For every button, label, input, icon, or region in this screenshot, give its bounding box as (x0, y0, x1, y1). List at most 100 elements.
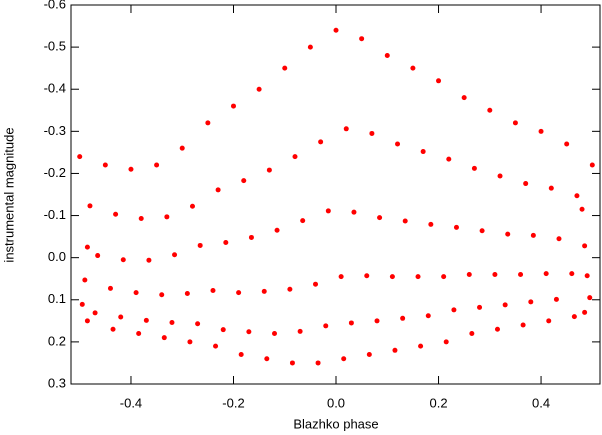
point (169, 320, 175, 326)
point (512, 120, 518, 126)
point (84, 318, 90, 324)
point (307, 44, 313, 50)
point (313, 281, 319, 287)
point (584, 273, 590, 279)
point (113, 211, 119, 217)
point (548, 185, 554, 191)
y-tick-label: 0.0 (48, 249, 66, 264)
point (466, 272, 472, 278)
point (425, 313, 431, 319)
point (443, 339, 449, 345)
y-tick-label: -0.1 (44, 207, 66, 222)
point (256, 86, 262, 92)
point (87, 203, 93, 209)
point (266, 167, 272, 173)
point (410, 65, 416, 71)
point (133, 290, 139, 296)
point (205, 120, 211, 126)
x-tick-label: 0.2 (429, 395, 447, 410)
point (220, 327, 226, 333)
x-axis-label: Blazhko phase (293, 416, 378, 431)
point (538, 128, 544, 134)
point (246, 329, 252, 335)
y-axis-label: instrumental magnitude (1, 127, 16, 262)
point (574, 193, 580, 199)
point (505, 231, 511, 237)
point (587, 295, 593, 301)
point (95, 253, 101, 259)
x-tick-label: 0.0 (327, 395, 345, 410)
point (402, 218, 408, 224)
point (589, 162, 595, 168)
point (571, 314, 577, 320)
point (530, 232, 536, 238)
point (79, 301, 85, 307)
point (154, 162, 160, 168)
point (518, 272, 524, 278)
point (189, 203, 195, 209)
point (377, 215, 383, 221)
point (159, 292, 165, 298)
point (528, 299, 534, 305)
point (184, 290, 190, 296)
point (461, 95, 467, 101)
point (369, 130, 375, 136)
point (359, 36, 365, 42)
point (172, 252, 178, 258)
point (128, 166, 134, 172)
point (195, 321, 201, 327)
point (343, 126, 349, 132)
point (315, 360, 321, 366)
point (487, 107, 493, 113)
point (351, 209, 357, 215)
point (136, 330, 142, 336)
point (107, 285, 113, 291)
point (238, 352, 244, 358)
point (215, 187, 221, 193)
point (502, 302, 508, 308)
y-tick-label: 0.1 (48, 291, 66, 306)
point (546, 318, 552, 324)
point (564, 141, 570, 147)
point (389, 274, 395, 280)
point (333, 27, 339, 33)
x-tick-label: 0.4 (532, 395, 550, 410)
point (161, 335, 167, 341)
point (492, 272, 498, 278)
point (223, 240, 229, 246)
point (300, 218, 306, 224)
point (187, 339, 193, 345)
point (120, 257, 126, 263)
point (110, 326, 116, 332)
y-tick-label: -0.2 (44, 165, 66, 180)
point (341, 356, 347, 362)
point (436, 78, 442, 84)
point (364, 273, 370, 279)
point (582, 309, 588, 315)
point (272, 330, 278, 336)
point (569, 271, 575, 277)
point (213, 343, 219, 349)
point (325, 208, 331, 214)
point (230, 103, 236, 109)
point (520, 322, 526, 328)
point (143, 317, 149, 323)
y-tick-label: 0.3 (48, 375, 66, 390)
point (453, 224, 459, 230)
point (420, 149, 426, 155)
point (348, 320, 354, 326)
point (164, 214, 170, 220)
point (84, 244, 90, 250)
point (210, 288, 216, 294)
point (392, 347, 398, 353)
point (287, 286, 293, 292)
y-tick-label: -0.4 (44, 81, 66, 96)
point (297, 328, 303, 334)
point (415, 274, 421, 280)
point (469, 330, 475, 336)
point (241, 178, 247, 184)
point (477, 304, 483, 310)
point (179, 145, 185, 151)
